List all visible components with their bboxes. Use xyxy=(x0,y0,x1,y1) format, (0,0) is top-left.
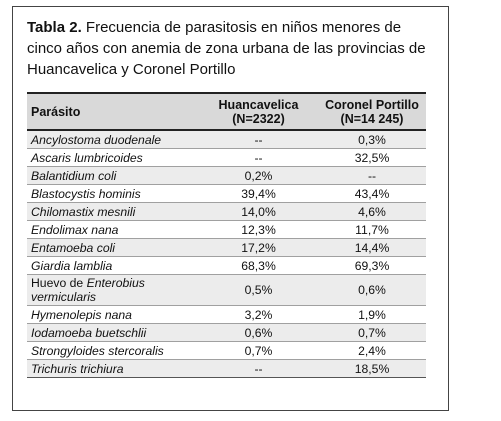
parasite-name: Iodamoeba buetschlii xyxy=(27,323,199,342)
coronel-portillo-value: 18,5% xyxy=(318,359,426,378)
parasite-name: Hymenolepis nana xyxy=(27,305,199,324)
huancavelica-value: 0,6% xyxy=(199,323,318,342)
coronel-portillo-value: 0,7% xyxy=(318,323,426,342)
parasite-name: Trichuris trichiura xyxy=(27,359,199,378)
coronel-portillo-value: 0,3% xyxy=(318,130,426,149)
coronel-portillo-value: 0,6% xyxy=(318,274,426,306)
header-coronel-portillo: Coronel Portillo (N=14 245) xyxy=(318,92,426,131)
huancavelica-value: 0,5% xyxy=(199,274,318,306)
huancavelica-value: -- xyxy=(199,130,318,149)
table-row: Trichuris trichiura -- 18,5% xyxy=(27,359,426,378)
coronel-portillo-value: 2,4% xyxy=(318,341,426,360)
coronel-portillo-value: 43,4% xyxy=(318,184,426,203)
table-row: Hymenolepis nana 3,2% 1,9% xyxy=(27,305,426,324)
parasite-name: Ancylostoma duodenale xyxy=(27,130,199,149)
huancavelica-value: -- xyxy=(199,148,318,167)
huancavelica-value: 39,4% xyxy=(199,184,318,203)
table-frame xyxy=(12,6,449,411)
header-coronel-portillo-name: Coronel Portillo xyxy=(325,98,419,112)
coronel-portillo-value: 32,5% xyxy=(318,148,426,167)
table-row: Ancylostoma duodenale -- 0,3% xyxy=(27,130,426,149)
coronel-portillo-value: 69,3% xyxy=(318,256,426,275)
huancavelica-value: 14,0% xyxy=(199,202,318,221)
parasite-name-prefix: Huevo de xyxy=(31,276,87,290)
parasite-name: Giardia lamblia xyxy=(27,256,199,275)
huancavelica-value: -- xyxy=(199,359,318,378)
parasite-name: Endolimax nana xyxy=(27,220,199,239)
header-huancavelica: Huancavelica (N=2322) xyxy=(199,92,318,131)
coronel-portillo-value: -- xyxy=(318,166,426,185)
table-row: Huevo de Enterobius vermicularis 0,5% 0,… xyxy=(27,274,426,306)
caption-text: Frecuencia de parasitosis en niños menor… xyxy=(27,19,426,78)
caption-label: Tabla 2. xyxy=(27,19,82,36)
parasite-name: Ascaris lumbricoides xyxy=(27,148,199,167)
parasite-name: Strongyloides stercoralis xyxy=(27,341,199,360)
table-row: Giardia lamblia 68,3% 69,3% xyxy=(27,256,426,275)
huancavelica-value: 3,2% xyxy=(199,305,318,324)
parasite-name: Chilomastix mesnili xyxy=(27,202,199,221)
table-row: Iodamoeba buetschlii 0,6% 0,7% xyxy=(27,323,426,342)
table-row: Ascaris lumbricoides -- 32,5% xyxy=(27,148,426,167)
coronel-portillo-value: 4,6% xyxy=(318,202,426,221)
parasite-name: Entamoeba coli xyxy=(27,238,199,257)
huancavelica-value: 17,2% xyxy=(199,238,318,257)
coronel-portillo-value: 11,7% xyxy=(318,220,426,239)
parasite-name: Huevo de Enterobius vermicularis xyxy=(27,274,199,306)
table-row: Chilomastix mesnili 14,0% 4,6% xyxy=(27,202,426,221)
parasite-frequency-table: Parásito Huancavelica (N=2322) Coronel P… xyxy=(27,92,426,378)
header-huancavelica-n: (N=2322) xyxy=(232,112,285,126)
table-header-row: Parásito Huancavelica (N=2322) Coronel P… xyxy=(27,92,426,131)
huancavelica-value: 0,2% xyxy=(199,166,318,185)
header-coronel-portillo-n: (N=14 245) xyxy=(340,112,404,126)
table-row: Balantidium coli 0,2% -- xyxy=(27,166,426,185)
table-row: Endolimax nana 12,3% 11,7% xyxy=(27,220,426,239)
huancavelica-value: 0,7% xyxy=(199,341,318,360)
table-caption: Tabla 2. Frecuencia de parasitosis en ni… xyxy=(27,17,427,80)
table-row: Blastocystis hominis 39,4% 43,4% xyxy=(27,184,426,203)
huancavelica-value: 12,3% xyxy=(199,220,318,239)
table-row: Strongyloides stercoralis 0,7% 2,4% xyxy=(27,341,426,360)
header-parasite: Parásito xyxy=(27,92,199,131)
coronel-portillo-value: 1,9% xyxy=(318,305,426,324)
table-row: Entamoeba coli 17,2% 14,4% xyxy=(27,238,426,257)
parasite-name: Blastocystis hominis xyxy=(27,184,199,203)
coronel-portillo-value: 14,4% xyxy=(318,238,426,257)
parasite-name-italic: Enterobius vermicularis xyxy=(31,276,145,304)
header-huancavelica-name: Huancavelica xyxy=(218,98,299,112)
huancavelica-value: 68,3% xyxy=(199,256,318,275)
parasite-name: Balantidium coli xyxy=(27,166,199,185)
